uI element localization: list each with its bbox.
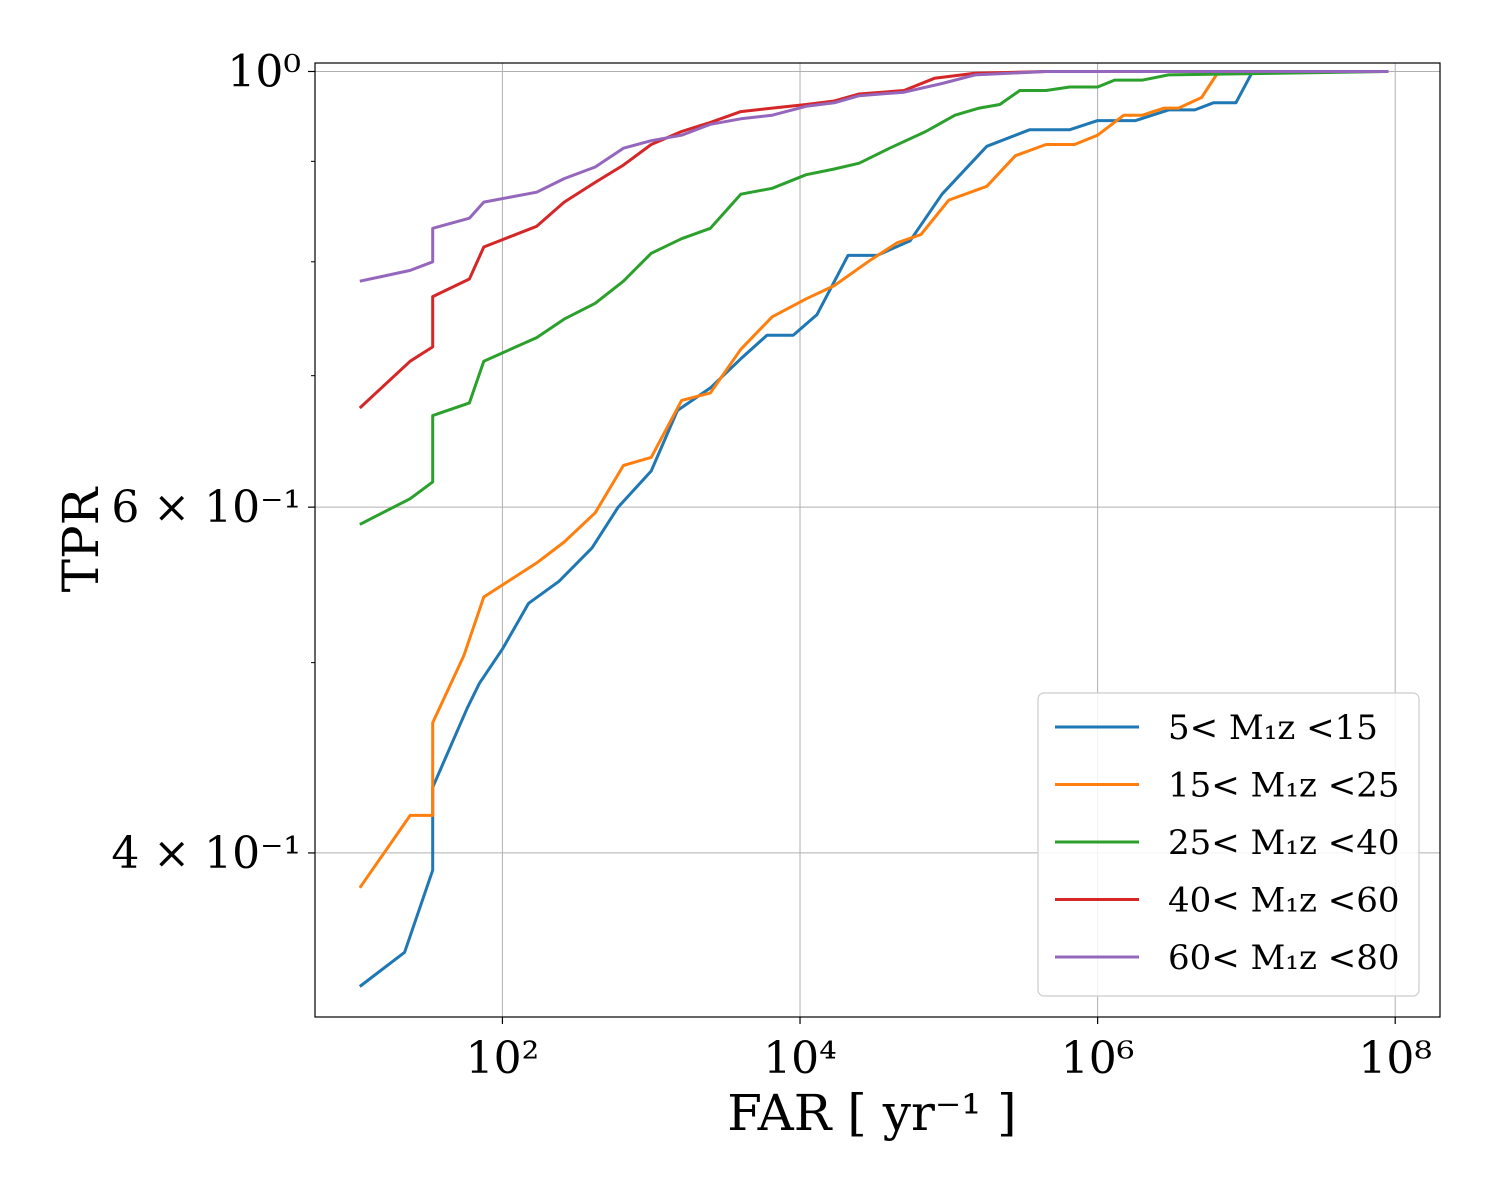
series-line-5 xyxy=(359,70,1389,283)
legend-box xyxy=(1037,692,1420,997)
grid-layer xyxy=(315,63,1440,1017)
y-tick-label-0: 4 × 10⁻¹ xyxy=(111,828,301,879)
series-line-2 xyxy=(358,70,1389,889)
legend: 5< M₁z <15 15< M₁z <25 25< M₁z <40 40< M₁z … xyxy=(1037,692,1420,997)
y-tick-label-1: 6 × 10⁻¹ xyxy=(111,482,301,533)
x-tick-label-2: 10⁶ xyxy=(1061,1033,1135,1084)
series-line-4 xyxy=(358,70,1389,410)
legend-label-3: 25< M₁z <40 xyxy=(1168,823,1399,863)
tick-layer: 10² 10⁴ 10⁶ 10⁸ 4 × 10⁻¹ 6 × 10⁻¹ 10⁰ xyxy=(111,46,1432,1084)
legend-label-1: 5< M₁z <15 xyxy=(1168,708,1378,748)
legend-label-2: 15< M₁z <25 xyxy=(1168,766,1399,806)
legend-label-4: 40< M₁z <60 xyxy=(1168,881,1399,921)
series-line-1 xyxy=(358,70,1389,988)
legend-label-5: 60< M₁z <80 xyxy=(1168,938,1399,978)
x-axis-label: FAR [ yr⁻¹ ] xyxy=(727,1084,1016,1142)
x-tick-label-3: 10⁸ xyxy=(1358,1033,1432,1084)
y-axis-label: TPR xyxy=(52,486,110,592)
x-tick-label-0: 10² xyxy=(466,1033,540,1084)
series-line-3 xyxy=(359,70,1389,526)
y-tick-label-2: 10⁰ xyxy=(227,46,301,97)
plot-frame xyxy=(314,62,1441,1018)
series-layer xyxy=(358,70,1389,988)
x-tick-label-1: 10⁴ xyxy=(763,1033,837,1084)
